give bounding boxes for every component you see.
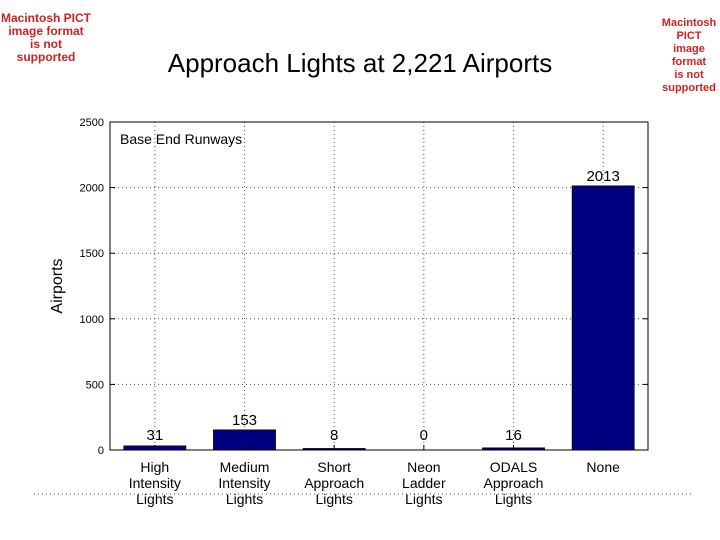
x-category-label: Lights [495,491,532,507]
pict-notice-line: Macintosh PICT [0,11,91,25]
x-category-label: Ladder [402,475,446,491]
x-category-label: Lights [136,491,173,507]
x-category-label: Lights [226,491,263,507]
x-category-label: Lights [405,491,442,507]
x-category-label: Medium [220,459,270,475]
y-tick-label: 0 [98,445,104,457]
pict-notice-line: is not supported [662,69,716,94]
x-category-label: Lights [315,491,352,507]
x-category-label: Approach [304,475,364,491]
pict-unsupported-notice-left: Macintosh PICT image format is not suppo… [0,12,92,64]
pict-notice-line: is not supported [16,37,76,64]
plot-frame [109,121,649,451]
pict-notice-line: image format [8,24,84,38]
chart-annotation: Base End Runways [120,131,242,147]
x-category-label: Approach [484,475,544,491]
x-category-labels: HighIntensityLightsMediumIntensityLights… [129,459,620,507]
slide-title: Approach Lights at 2,221 Airports [167,48,553,78]
pict-notice-line: image format [671,43,707,68]
x-category-label: ODALS [490,459,537,475]
y-axis-label: Airports [49,258,66,313]
y-ticks: 0 500 1000 1500 2000 2500 [80,117,648,457]
x-category-label: Intensity [129,475,181,491]
y-tick-label: 1500 [80,248,104,260]
pict-unsupported-notice-right: Macintosh PICT image format is not suppo… [656,17,720,95]
x-category-label: Intensity [218,475,270,491]
data-label: 0 [420,427,428,444]
y-tick-label: 2000 [80,183,104,195]
bars [123,185,635,451]
x-category-label: None [586,459,620,475]
x-category-label: Short [317,459,351,475]
data-label: 153 [232,412,257,429]
y-tick-label: 500 [86,379,104,391]
grid-lines [110,122,648,450]
y-tick-label: 2500 [80,117,104,129]
y-tick-label: 1000 [80,314,104,326]
data-label: 16 [505,427,522,444]
bar [571,185,635,451]
x-category-label: High [140,459,169,475]
data-label: 2013 [586,168,619,185]
pict-notice-line: Macintosh PICT [661,17,717,42]
data-label: 8 [330,427,338,444]
data-labels: 31 153 8 0 16 2013 [146,168,619,444]
x-category-label: Neon [407,459,440,475]
data-label: 31 [146,427,163,444]
